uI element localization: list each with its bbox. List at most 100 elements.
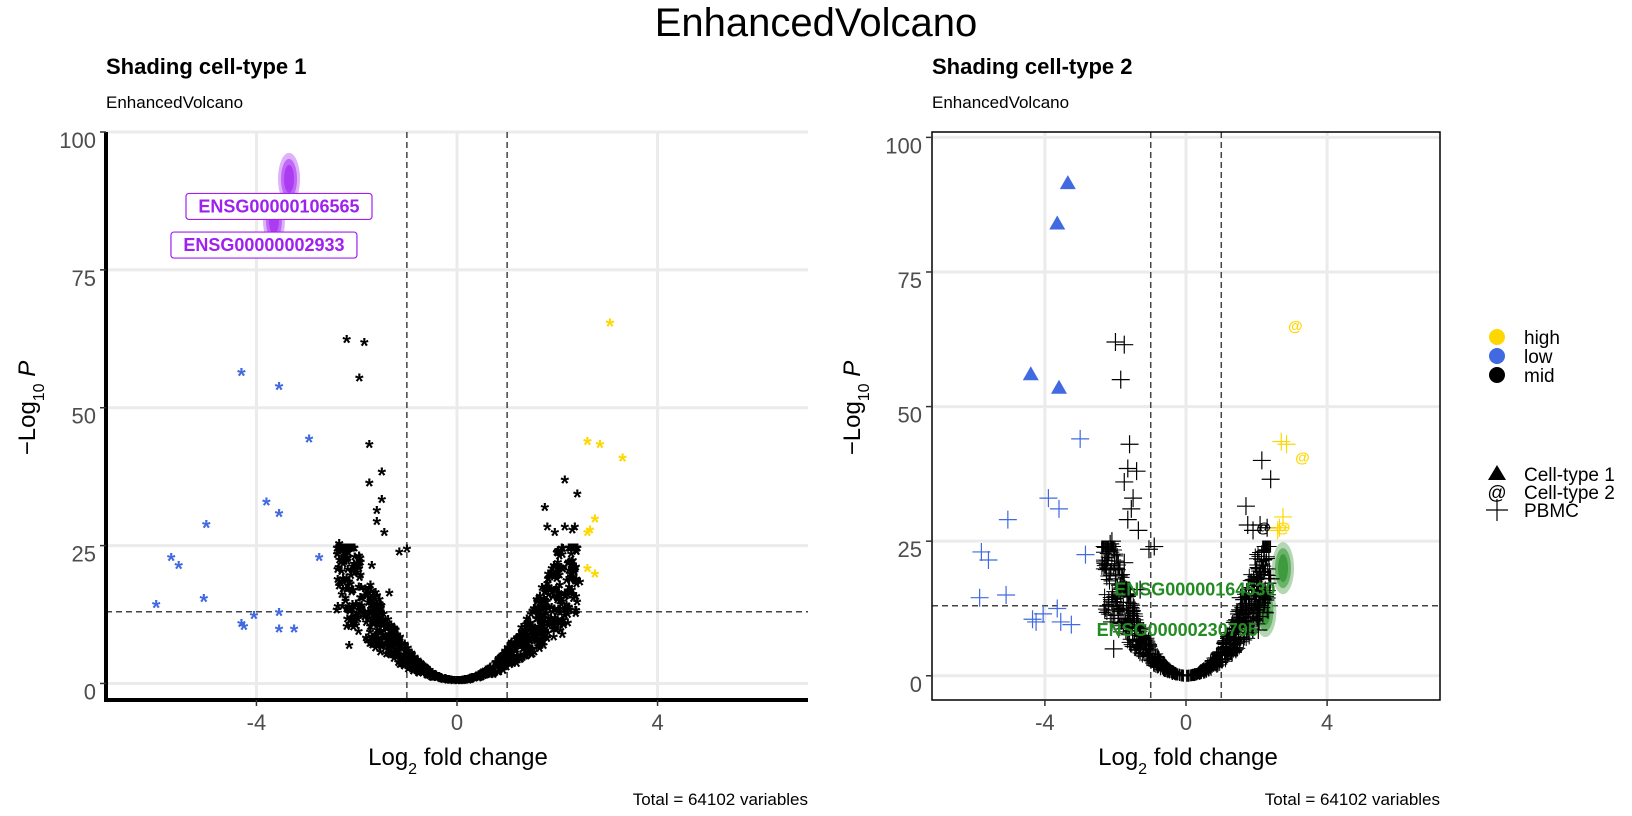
cloud-point: * xyxy=(366,593,375,618)
cloud-point: * xyxy=(443,671,452,696)
cloud-point: * xyxy=(367,632,376,657)
cloud-point: * xyxy=(366,576,375,601)
cloud-point xyxy=(1243,605,1256,618)
y-tick-label-0: 0 xyxy=(910,672,922,697)
cloud-point: * xyxy=(569,539,578,564)
cloud-point: * xyxy=(474,666,483,691)
cloud-point: * xyxy=(496,648,505,673)
cloud-point: * xyxy=(409,662,418,687)
cloud-point: * xyxy=(463,670,472,695)
cloud-point xyxy=(1152,650,1165,663)
point-high-plus-2 xyxy=(1274,507,1293,526)
cloud-point xyxy=(1230,614,1243,627)
cloud-point: * xyxy=(387,619,396,644)
cloud-point: * xyxy=(404,646,413,671)
gene-label-1: ENSG00000230795 xyxy=(1097,620,1258,640)
point-mid-plus-7 xyxy=(1124,489,1143,508)
cloud-point: * xyxy=(396,637,405,662)
cloud-point: * xyxy=(392,637,401,662)
cloud-point: * xyxy=(498,654,507,679)
point-low-plus-11 xyxy=(1023,610,1042,629)
cloud-point: * xyxy=(557,559,566,584)
cloud-point: * xyxy=(346,575,355,600)
cloud-point: * xyxy=(369,606,378,631)
cloud-point: * xyxy=(542,605,551,630)
cloud-point xyxy=(1160,659,1173,672)
point-mid-star-19: * xyxy=(345,637,354,662)
cloud-point: * xyxy=(561,588,570,613)
cloud-point: * xyxy=(498,655,507,680)
cloud-point: * xyxy=(556,592,565,617)
cloud-point: * xyxy=(348,596,357,621)
cloud-point: * xyxy=(504,651,513,676)
cloud-point: * xyxy=(365,609,374,634)
cloud-point: * xyxy=(557,612,566,637)
cloud-point: * xyxy=(563,614,572,639)
cloud-point: * xyxy=(565,601,574,626)
cloud-point: * xyxy=(386,628,395,653)
cloud-point: * xyxy=(552,567,561,592)
cloud-point: * xyxy=(565,561,574,586)
cloud-point: * xyxy=(496,653,505,678)
cloud-point xyxy=(1112,563,1125,576)
cloud-point: * xyxy=(558,539,567,564)
cloud-point: * xyxy=(484,663,493,688)
cloud-point: * xyxy=(521,638,530,663)
cloud-point: * xyxy=(445,671,454,696)
cloud-point: * xyxy=(414,664,423,689)
point-mid-plus-21 xyxy=(1252,451,1271,470)
point-mid-star-26: * xyxy=(550,524,559,549)
cloud-point xyxy=(1185,669,1198,682)
point-low-plus-10 xyxy=(1034,604,1053,623)
cloud-point: * xyxy=(355,604,364,629)
cloud-point: * xyxy=(375,624,384,649)
cloud-point: * xyxy=(394,639,403,664)
cloud-point xyxy=(1252,573,1265,586)
cloud-point: * xyxy=(518,648,527,673)
cloud-point: * xyxy=(466,670,475,695)
point-mid-star-25: * xyxy=(571,518,580,543)
cloud-point: * xyxy=(344,579,353,604)
cloud-point: * xyxy=(523,637,532,662)
cloud-point: * xyxy=(572,539,581,564)
cloud-point: * xyxy=(518,633,527,658)
cloud-point: * xyxy=(339,580,348,605)
cloud-point: * xyxy=(505,641,514,666)
cloud-point: * xyxy=(548,603,557,628)
cloud-point: * xyxy=(371,628,380,653)
cloud-point: * xyxy=(346,602,355,627)
cloud-point: * xyxy=(415,661,424,686)
cloud-point: * xyxy=(513,629,522,654)
point-high-star-3: * xyxy=(618,449,627,474)
cloud-point: * xyxy=(498,649,507,674)
cloud-point: * xyxy=(516,631,525,656)
cloud-point xyxy=(1097,563,1110,576)
point-high-plus-1 xyxy=(1277,435,1296,454)
point-high-star-4: * xyxy=(591,510,600,535)
cloud-point: * xyxy=(409,651,418,676)
cloud-point: * xyxy=(543,574,552,599)
cloud-point: * xyxy=(341,539,350,564)
cloud-point: * xyxy=(376,643,385,668)
cloud-point: * xyxy=(417,664,426,689)
point-mid-plus-27 xyxy=(1244,521,1263,540)
panel-2-tick-labels: -4 0 4 0 25 50 75 100 xyxy=(885,133,1333,735)
cloud-point: * xyxy=(346,611,355,636)
cloud-point: * xyxy=(340,552,349,577)
cloud-point: * xyxy=(385,626,394,651)
y-tick-label-4: 100 xyxy=(59,128,96,153)
cloud-point: * xyxy=(538,579,547,604)
cloud-point: * xyxy=(540,580,549,605)
point-low-plus-2 xyxy=(1050,499,1068,518)
cloud-point: * xyxy=(518,640,527,665)
y-tick-label-1: 25 xyxy=(72,542,96,567)
cloud-point: * xyxy=(356,598,365,623)
cloud-point: * xyxy=(524,614,533,639)
cloud-point: * xyxy=(484,664,493,689)
cloud-point: * xyxy=(348,611,357,636)
cloud-point: * xyxy=(534,629,543,654)
cloud-point: * xyxy=(461,671,470,696)
point-mid-plus-5 xyxy=(1127,462,1146,481)
point-high-plus-4 xyxy=(1268,521,1287,540)
cloud-point: * xyxy=(445,671,454,696)
